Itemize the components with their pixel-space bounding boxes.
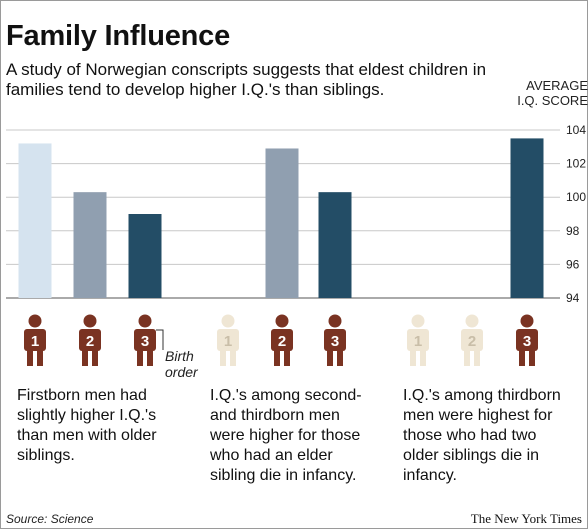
sibling-figure: 2 bbox=[79, 314, 101, 366]
deceased-sibling-figure: 1 bbox=[407, 314, 429, 366]
y-tick-label: 96 bbox=[566, 257, 580, 271]
bar bbox=[18, 143, 52, 298]
birth-order-label: Birth order bbox=[165, 348, 199, 380]
figure-torso bbox=[516, 329, 538, 351]
bar bbox=[73, 192, 107, 298]
sibling-figure: 1 bbox=[24, 314, 46, 366]
figure-leg bbox=[37, 349, 43, 366]
figure-torso bbox=[79, 329, 101, 351]
credit-line: The New York Times bbox=[470, 511, 582, 526]
figure-torso bbox=[24, 329, 46, 351]
caption-panel-1: Firstborn men had slightly higher I.Q.'s… bbox=[17, 387, 157, 464]
y-tick-label: 104 bbox=[566, 123, 586, 137]
figure-leg bbox=[420, 349, 426, 366]
birth-order-pointer bbox=[156, 329, 164, 350]
figure-head bbox=[328, 314, 342, 328]
figure-leg bbox=[327, 349, 333, 366]
figure-number: 1 bbox=[414, 333, 422, 350]
bar bbox=[265, 148, 299, 298]
figure-head bbox=[520, 314, 534, 328]
figure-number: 3 bbox=[141, 333, 149, 350]
y-tick-label: 102 bbox=[566, 157, 586, 171]
deceased-sibling-figure: 2 bbox=[461, 314, 483, 366]
figure-torso bbox=[217, 329, 239, 351]
figure-number: 1 bbox=[224, 333, 232, 350]
deceased-sibling-figure: 1 bbox=[217, 314, 239, 366]
figure-torso bbox=[407, 329, 429, 351]
sibling-figure: 3 bbox=[324, 314, 346, 366]
figure-torso bbox=[134, 329, 156, 351]
figure-leg bbox=[92, 349, 98, 366]
figure-head bbox=[275, 314, 289, 328]
figure-number: 1 bbox=[31, 333, 39, 350]
bar bbox=[318, 192, 352, 298]
figure-head bbox=[411, 314, 425, 328]
figure-head bbox=[28, 314, 42, 328]
figure-leg bbox=[529, 349, 535, 366]
figure-number: 3 bbox=[331, 333, 339, 350]
figure-leg bbox=[82, 349, 88, 366]
sibling-figure: 3 bbox=[516, 314, 538, 366]
y-tick-label: 94 bbox=[566, 291, 580, 305]
chart-title: Family Influence bbox=[6, 20, 231, 52]
figure-number: 2 bbox=[86, 333, 94, 350]
chart-subtitle: A study of Norwegian conscripts suggests… bbox=[6, 60, 487, 99]
figure-torso bbox=[271, 329, 293, 351]
figure-leg bbox=[464, 349, 470, 366]
figure-leg bbox=[27, 349, 33, 366]
figure-number: 2 bbox=[278, 333, 286, 350]
figure-number: 3 bbox=[523, 333, 531, 350]
figure-leg bbox=[220, 349, 226, 366]
source-note: Source: Science bbox=[6, 512, 94, 526]
figure-leg bbox=[474, 349, 480, 366]
figure-number: 2 bbox=[468, 333, 476, 350]
figure-leg bbox=[274, 349, 280, 366]
figure-torso bbox=[461, 329, 483, 351]
figure-torso bbox=[324, 329, 346, 351]
y-tick-label: 98 bbox=[566, 224, 580, 238]
figure-leg bbox=[137, 349, 143, 366]
figure-leg bbox=[284, 349, 290, 366]
figure-head bbox=[138, 314, 152, 328]
figure-head bbox=[465, 314, 479, 328]
figure-head bbox=[83, 314, 97, 328]
bar bbox=[510, 138, 544, 298]
figure-head bbox=[221, 314, 235, 328]
bar bbox=[128, 214, 162, 298]
caption-panel-2: I.Q.'s among second- and thirdborn men w… bbox=[210, 387, 362, 484]
figure-leg bbox=[337, 349, 343, 366]
figure-leg bbox=[410, 349, 416, 366]
sibling-figure: 2 bbox=[271, 314, 293, 366]
caption-panel-3: I.Q.'s among thirdborn men were highest … bbox=[403, 387, 561, 484]
sibling-figure: 3 bbox=[134, 314, 156, 366]
figure-leg bbox=[147, 349, 153, 366]
figure-leg bbox=[519, 349, 525, 366]
y-tick-label: 100 bbox=[566, 190, 586, 204]
figure-leg bbox=[230, 349, 236, 366]
y-axis-title: AVERAGE I.Q. SCORE bbox=[517, 78, 588, 108]
